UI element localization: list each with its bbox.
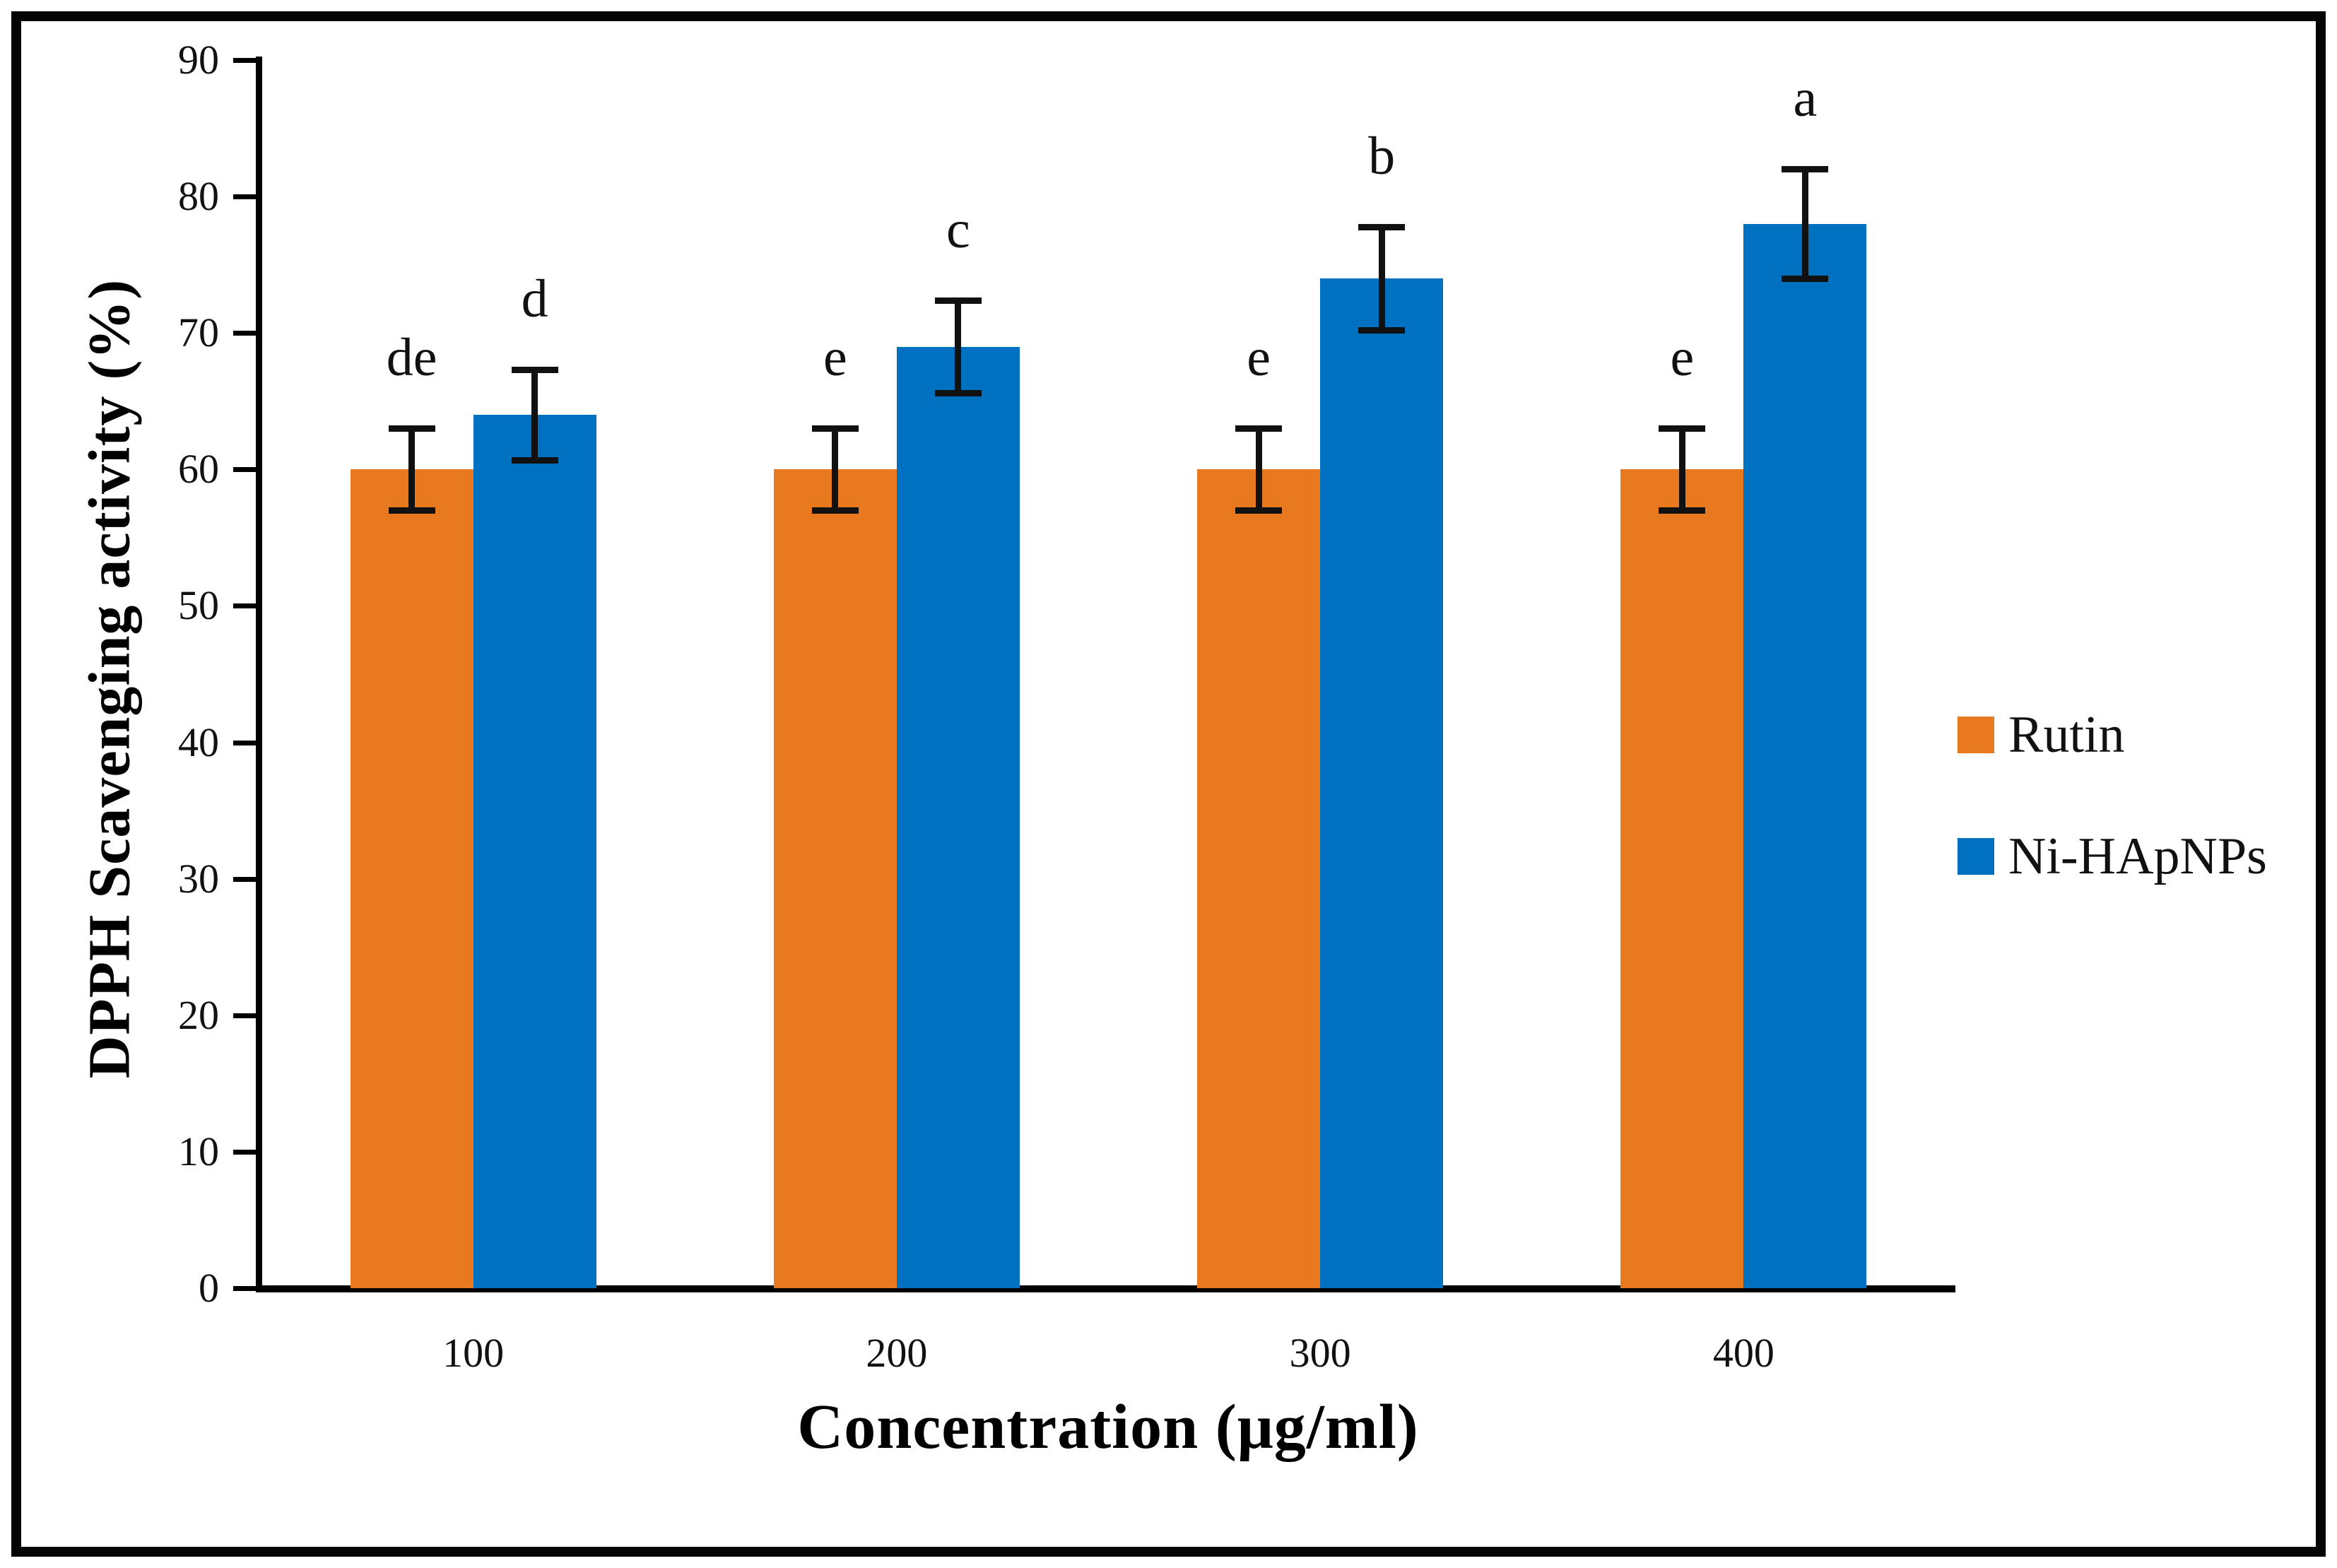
y-tick-mark <box>233 58 256 63</box>
error-bar-cap-bottom <box>388 507 435 514</box>
x-tick-label: 300 <box>1289 1330 1351 1376</box>
bar-rutin-300 <box>1197 469 1321 1288</box>
x-tick-label: 200 <box>866 1330 928 1376</box>
bar-rutin-400 <box>1620 469 1744 1288</box>
legend-item-rutin: Rutin <box>1958 707 2267 763</box>
y-tick-label: 20 <box>178 991 219 1038</box>
bar-ni-hapnps-400 <box>1743 223 1867 1288</box>
error-bar-cap-bottom <box>811 507 859 514</box>
significance-letter: e <box>823 328 847 388</box>
y-tick-mark <box>233 603 256 609</box>
y-tick-mark <box>233 1149 256 1155</box>
significance-letter: d <box>521 269 548 329</box>
error-bar-line <box>408 428 416 511</box>
error-bar-line <box>1801 169 1808 278</box>
bar-rutin-200 <box>773 469 897 1288</box>
error-bar-line <box>531 370 538 460</box>
error-bar-line <box>1255 428 1262 511</box>
legend-swatch-icon <box>1958 838 1994 875</box>
significance-letter: b <box>1368 126 1396 186</box>
y-tick-label: 10 <box>178 1128 219 1174</box>
y-tick-mark <box>233 194 256 200</box>
legend-label: Rutin <box>2008 706 2125 764</box>
y-tick-mark <box>233 467 256 473</box>
y-tick-label: 70 <box>178 310 219 356</box>
y-axis-line <box>256 57 262 1292</box>
y-tick-label: 0 <box>199 1265 219 1311</box>
error-bar-cap-top <box>1659 425 1706 432</box>
error-bar-line <box>1678 428 1685 511</box>
significance-letter: e <box>1247 328 1271 388</box>
significance-letter: e <box>1670 328 1695 388</box>
y-tick-mark <box>233 876 256 882</box>
y-tick-label: 90 <box>178 37 219 83</box>
y-tick-mark <box>233 1286 256 1291</box>
significance-letter: de <box>386 328 437 388</box>
error-bar-cap-bottom <box>1782 275 1829 282</box>
y-tick-label: 80 <box>178 173 219 220</box>
error-bar-cap-top <box>1782 166 1829 173</box>
x-axis-title: Concentration (μg/ml) <box>797 1392 1419 1462</box>
error-bar-cap-bottom <box>1235 507 1283 514</box>
error-bar-line <box>955 300 962 394</box>
y-tick-mark <box>233 740 256 745</box>
x-tick-label: 400 <box>1712 1330 1774 1376</box>
y-tick-mark <box>233 1013 256 1018</box>
significance-letter: a <box>1793 69 1818 129</box>
legend-swatch-icon <box>1958 717 1994 753</box>
bar-ni-hapnps-200 <box>896 346 1020 1288</box>
legend: Rutin Ni-HApNPs <box>1958 707 2267 885</box>
error-bar-cap-bottom <box>511 456 558 464</box>
error-bar-cap-bottom <box>1358 327 1406 334</box>
error-bar-cap-top <box>1235 425 1283 432</box>
y-tick-mark <box>233 331 256 336</box>
error-bar-cap-top <box>1358 223 1406 230</box>
x-axis-line <box>256 1285 1955 1292</box>
y-tick-label: 50 <box>178 582 219 629</box>
legend-label: Ni-HApNPs <box>2008 827 2267 885</box>
y-tick-label: 40 <box>178 719 219 765</box>
error-bar-line <box>1378 226 1385 331</box>
x-tick-label: 100 <box>442 1330 505 1376</box>
error-bar-cap-top <box>934 297 982 304</box>
error-bar-cap-top <box>511 367 558 374</box>
error-bar-cap-bottom <box>934 390 982 397</box>
error-bar-cap-bottom <box>1659 507 1706 514</box>
error-bar-cap-top <box>388 425 435 432</box>
significance-letter: c <box>946 199 970 259</box>
bar-ni-hapnps-300 <box>1320 278 1444 1288</box>
bar-rutin-100 <box>350 469 473 1288</box>
error-bar-line <box>832 428 839 511</box>
y-axis-title: DPPH Scavenging activity (%) <box>76 278 143 1079</box>
y-tick-label: 30 <box>178 855 219 902</box>
error-bar-cap-top <box>811 425 859 432</box>
legend-item-ni-hapnps: Ni-HApNPs <box>1958 828 2267 885</box>
y-tick-label: 60 <box>178 446 219 493</box>
bar-ni-hapnps-100 <box>473 415 596 1288</box>
